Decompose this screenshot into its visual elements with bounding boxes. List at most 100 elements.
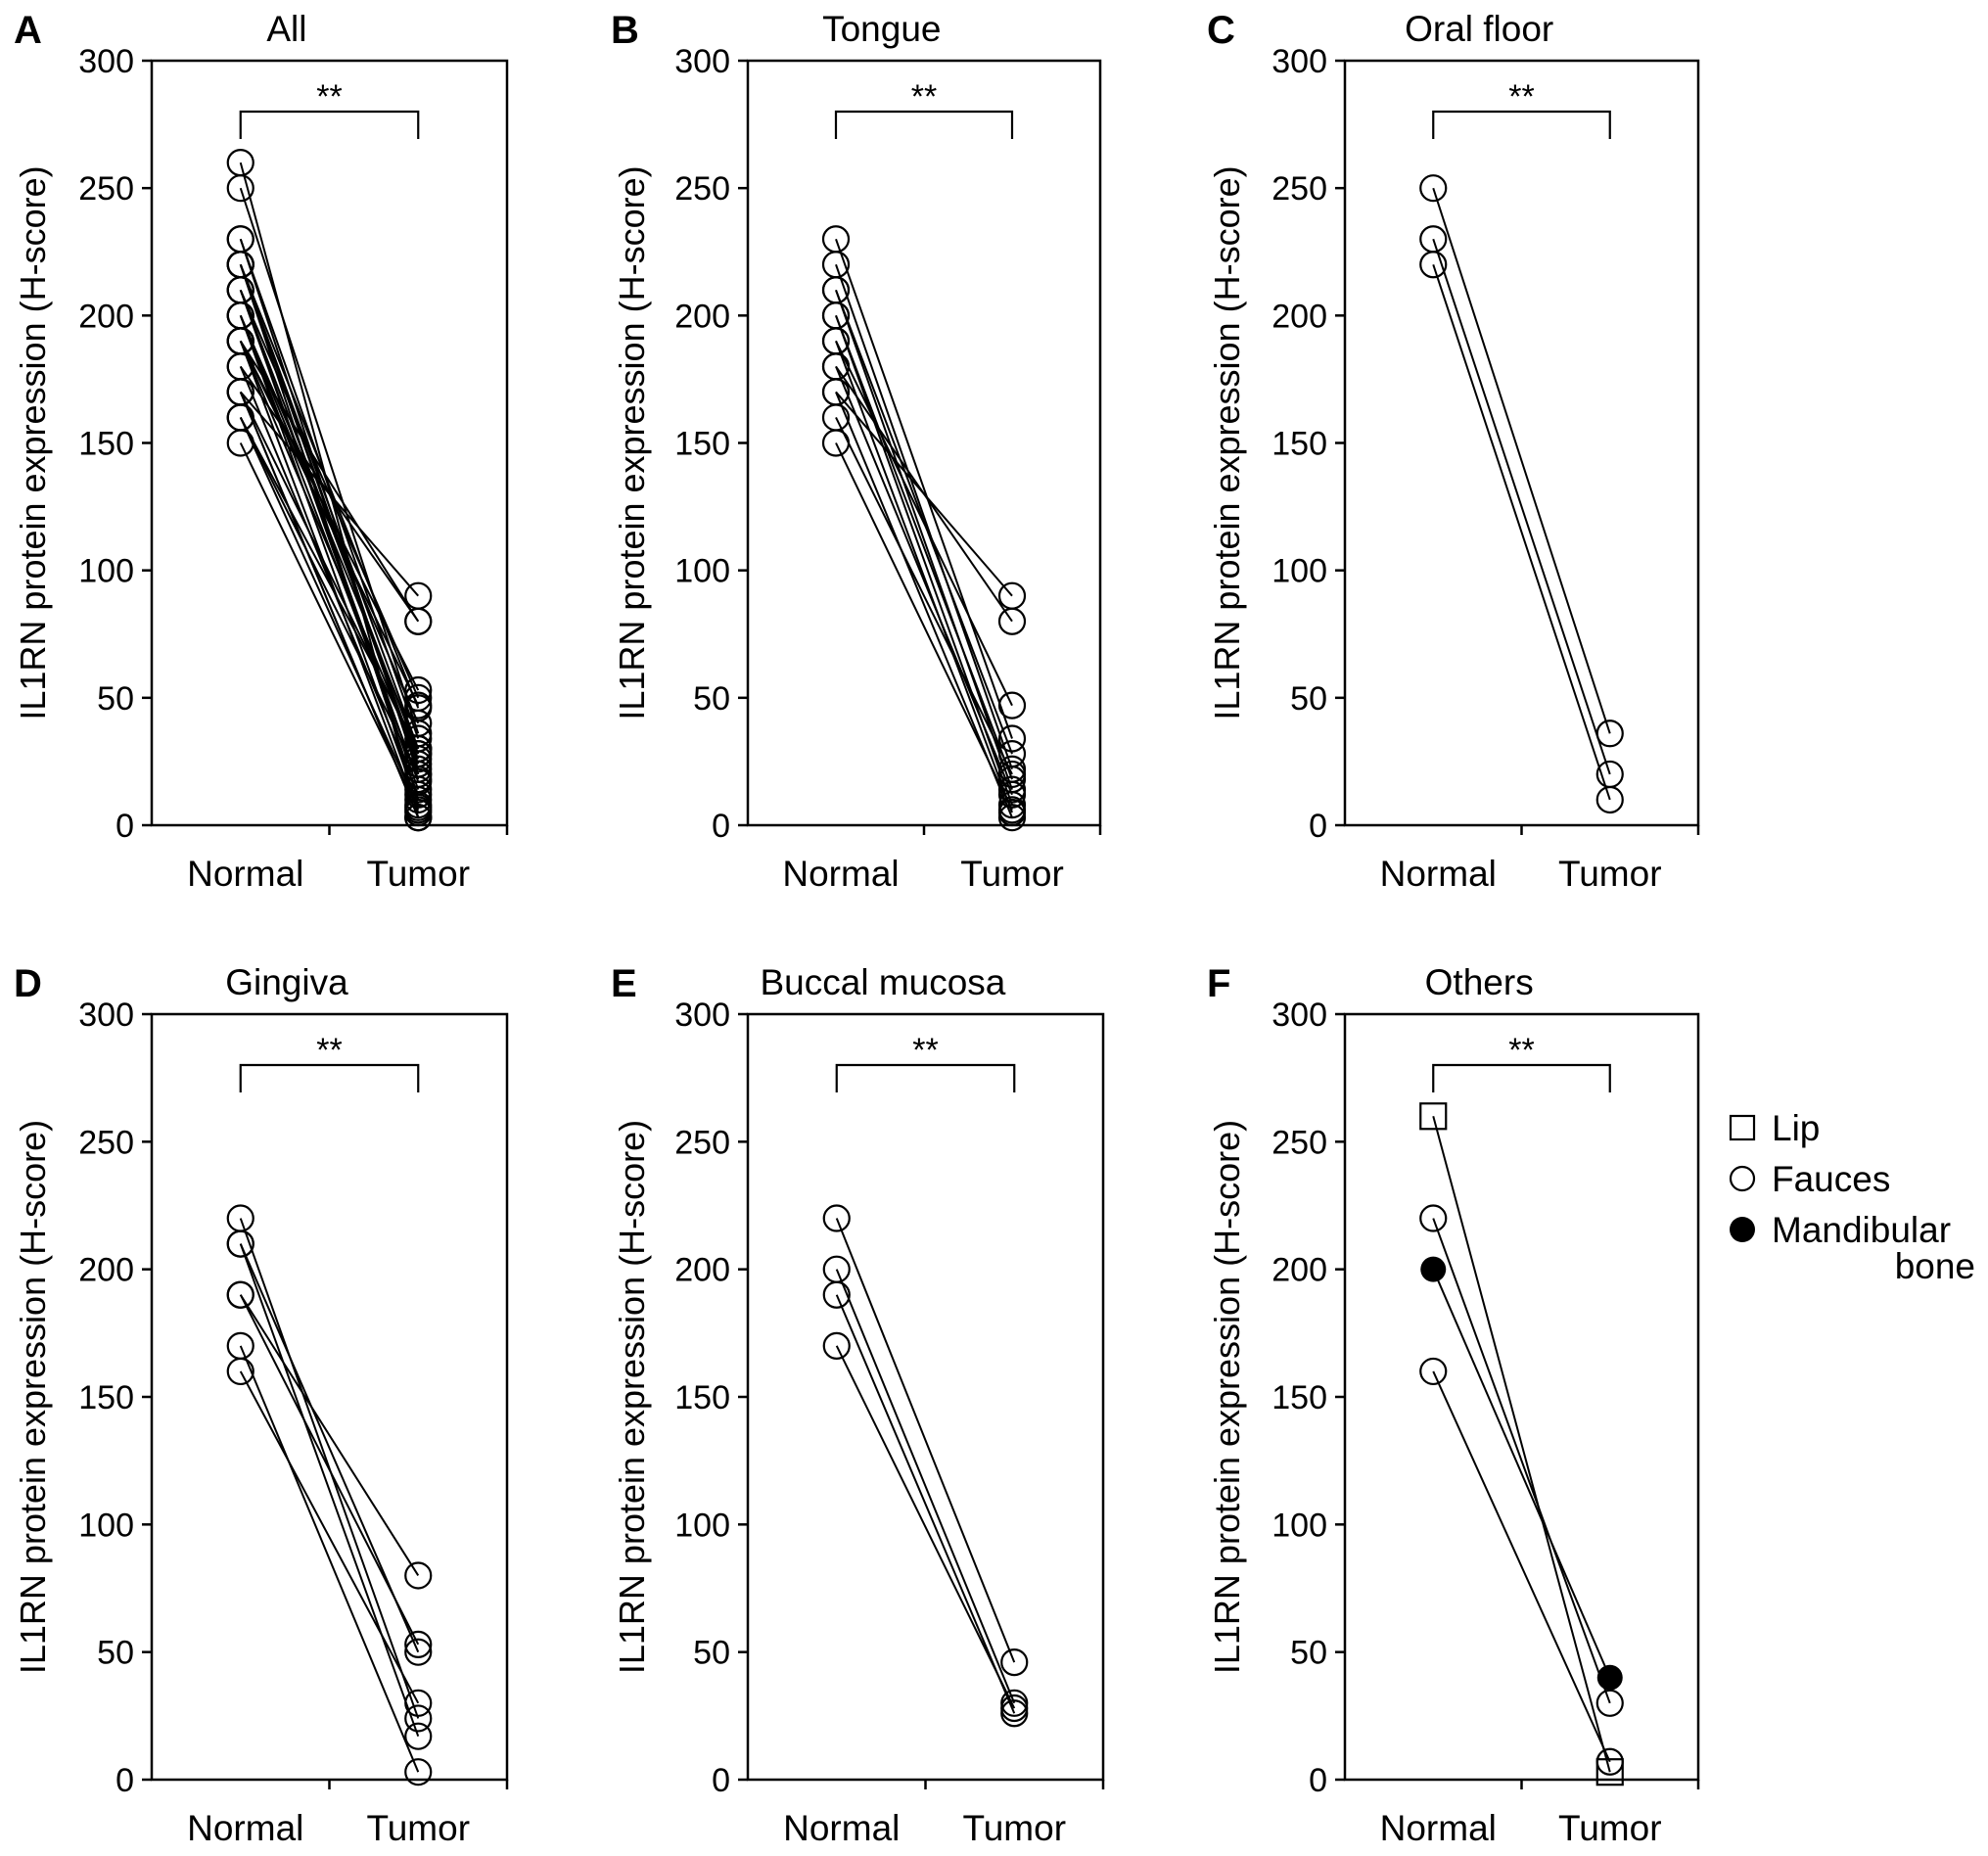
x-category-label: Tumor <box>1558 854 1662 894</box>
y-tick-label: 300 <box>1271 43 1327 80</box>
pair-line <box>239 1370 420 1704</box>
y-tick-label: 300 <box>78 997 134 1034</box>
data-point <box>404 1704 433 1733</box>
data-point <box>404 675 433 705</box>
pair-line <box>239 263 420 750</box>
legend-label: bone <box>1895 1246 1975 1286</box>
pair-line <box>239 1294 420 1646</box>
pair-line <box>835 366 1013 796</box>
data-point <box>822 1331 851 1360</box>
y-tick-label: 50 <box>693 680 730 718</box>
pair-line <box>239 1243 420 1738</box>
x-category-label: Normal <box>1380 854 1497 894</box>
y-tick-label: 300 <box>78 43 134 80</box>
significance-bracket <box>835 1063 1016 1092</box>
pair-line <box>239 417 420 775</box>
x-category-label: Normal <box>187 1808 303 1848</box>
data-point <box>404 694 433 722</box>
y-tick-label: 0 <box>1309 1762 1327 1799</box>
plot-frame <box>746 1012 1105 1782</box>
pair-line <box>835 238 1013 739</box>
significance-label: ** <box>1508 78 1534 116</box>
significance-label: ** <box>1508 1032 1534 1069</box>
data-point <box>822 1204 851 1232</box>
pair-line <box>239 340 420 691</box>
y-tick-label: 100 <box>78 1507 134 1544</box>
pair-line <box>1432 1218 1611 1704</box>
data-point <box>997 780 1027 809</box>
pair-line <box>835 391 1013 597</box>
y-tick-label: 300 <box>1271 997 1327 1034</box>
panel-letter: C <box>1207 9 1235 52</box>
y-axis-label: IL1RN protein expression (H-score) <box>612 1120 652 1674</box>
pair-line <box>835 341 1013 813</box>
x-category-label: Normal <box>783 1808 900 1848</box>
data-point <box>997 724 1027 753</box>
data-point <box>1595 1689 1624 1717</box>
y-tick-label: 100 <box>1271 1507 1327 1544</box>
pair-line <box>1432 263 1611 801</box>
data-point <box>997 760 1027 789</box>
significance-label: ** <box>316 78 342 116</box>
pair-line <box>239 341 420 813</box>
pair-line <box>239 314 420 724</box>
y-tick-label: 100 <box>78 553 134 590</box>
y-tick-label: 200 <box>674 298 730 335</box>
data-point <box>404 793 433 821</box>
y-tick-label: 200 <box>1271 1252 1327 1289</box>
pair-line <box>1432 1370 1611 1763</box>
legend-circle-icon <box>1729 1165 1756 1192</box>
y-tick-label: 0 <box>116 808 134 845</box>
y-tick-label: 250 <box>78 170 134 208</box>
data-point <box>1595 719 1624 748</box>
y-axis-label: IL1RN protein expression (H-score) <box>13 1120 53 1674</box>
y-axis-label: IL1RN protein expression (H-score) <box>612 165 652 719</box>
y-tick-label: 50 <box>97 680 134 718</box>
pair-line <box>1432 238 1611 775</box>
data-point <box>1419 174 1448 203</box>
legend-label: Lip <box>1772 1108 1820 1148</box>
x-category-label: Tumor <box>960 854 1064 894</box>
x-category-label: Normal <box>187 854 303 894</box>
data-point <box>226 1230 254 1258</box>
y-tick-label: 50 <box>1290 1635 1327 1672</box>
panel-E: 0 50 100 150 200 250 300 Normal Tumor Buccal muco… <box>611 962 1105 1848</box>
y-tick-label: 200 <box>78 298 134 335</box>
panel-letter: D <box>14 962 42 1005</box>
pair-line <box>835 340 1013 707</box>
y-tick-label: 0 <box>1309 808 1327 845</box>
plot-frame <box>150 1012 509 1782</box>
data-point <box>404 785 433 814</box>
y-tick-label: 50 <box>97 1635 134 1672</box>
data-point <box>1419 1204 1448 1232</box>
y-tick-label: 150 <box>1271 426 1327 463</box>
significance-label: ** <box>911 78 937 116</box>
pair-line <box>1432 1116 1611 1773</box>
lip-marker <box>1595 1758 1624 1786</box>
y-tick-label: 0 <box>116 1762 134 1799</box>
panel-D: 0 50 100 150 200 250 300 Normal Tumor Gingiva D IL1… <box>13 962 509 1848</box>
pair-line <box>239 1294 420 1577</box>
y-tick-label: 100 <box>674 1507 730 1544</box>
significance-label: ** <box>316 1032 342 1069</box>
pair-line <box>835 314 1013 780</box>
plot-frame <box>150 59 509 827</box>
data-point <box>404 804 433 832</box>
data-point <box>404 607 433 635</box>
x-category-label: Tumor <box>1558 1808 1662 1848</box>
significance-bracket <box>239 1063 420 1092</box>
panel-C: 0 50 100 150 200 250 300 Normal Tumor Oral floor C… <box>1207 9 1700 894</box>
panel-A: 0 50 100 150 200 250 300 Normal Tumor All A IL1RN p… <box>13 9 509 894</box>
data-point <box>997 691 1027 719</box>
y-tick-label: 0 <box>712 808 730 845</box>
data-point <box>404 709 433 737</box>
data-point <box>404 1561 433 1590</box>
panel-title: Buccal mucosa <box>760 962 1005 1002</box>
pair-line <box>239 392 420 818</box>
data-point <box>822 1280 851 1309</box>
panel-letter: E <box>611 962 637 1005</box>
significance-bracket <box>1432 1063 1611 1092</box>
pair-line <box>835 263 1013 770</box>
data-point <box>1595 785 1624 814</box>
significance-label: ** <box>912 1032 938 1069</box>
